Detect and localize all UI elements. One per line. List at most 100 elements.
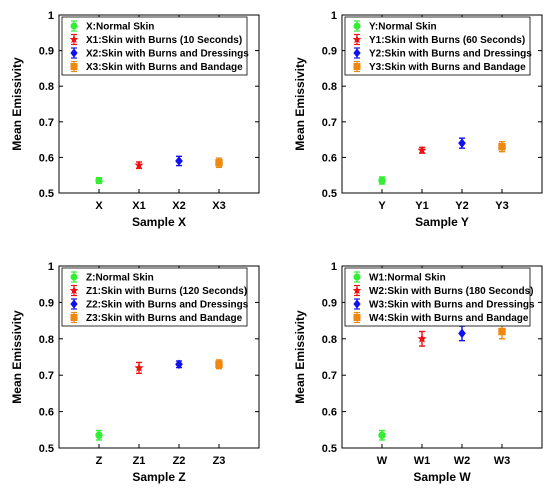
- y-tick-label: 0.5: [39, 188, 54, 200]
- star-marker: [134, 160, 144, 170]
- square-marker: [498, 327, 506, 336]
- x-axis-label: Sample W: [413, 470, 471, 484]
- y-tick-label: 0.5: [322, 443, 337, 455]
- legend-entry-label: W4:Skin with Burns and Bandage: [369, 313, 529, 324]
- legend-entry-label: W2:Skin with Burns (180 Seconds): [369, 286, 533, 297]
- circle-marker: [95, 431, 103, 439]
- data-point-y3: [498, 141, 506, 153]
- x-tick-label: Y1: [415, 200, 428, 212]
- y-tick-label: 0.7: [322, 370, 337, 382]
- y-tick-label: 0.8: [39, 334, 54, 346]
- legend-box: [61, 267, 248, 327]
- legend-entry-label: Y:Normal Skin: [369, 22, 437, 33]
- x-tick-label: Z: [96, 455, 103, 467]
- x-tick-label: Y2: [455, 200, 468, 212]
- legend: W1:Normal Skin W2:Skin with Burns (180 Se…: [344, 267, 535, 327]
- y-axis-label: Mean Emissivity: [10, 57, 24, 151]
- legend-square-marker: [70, 63, 78, 70]
- y-tick-label: 0.9: [322, 46, 337, 58]
- x-tick-label: Y: [378, 200, 386, 212]
- data-point-z1: [134, 361, 144, 375]
- chart-panel-y: 0.5 0.6 0.7 0.8 0.9 1 Y Y1 Y2 Y3 Sample Y Mean Emis…: [293, 10, 543, 229]
- x-axis-label: Sample Y: [415, 215, 469, 229]
- diamond-marker: [458, 138, 466, 148]
- y-tick-label: 0.7: [39, 117, 54, 129]
- legend-square-marker: [353, 314, 361, 321]
- square-marker: [215, 360, 223, 368]
- legend-entry-label: X1:Skin with Burns (10 Seconds): [86, 35, 242, 46]
- legend-square-marker: [353, 63, 361, 70]
- data-point-w1: [417, 330, 427, 347]
- y-tick-label: 0.9: [322, 297, 337, 309]
- y-tick-label: 1: [48, 10, 54, 22]
- data-point-x3: [215, 157, 223, 169]
- star-marker: [417, 145, 427, 155]
- x-tick-label: W2: [454, 455, 471, 467]
- diamond-marker: [175, 359, 183, 370]
- y-tick-label: 0.5: [322, 188, 337, 200]
- x-tick-label: W: [377, 455, 388, 467]
- legend-box: [61, 16, 248, 76]
- legend-circle-marker: [353, 273, 361, 281]
- y-tick-label: 0.5: [39, 443, 54, 455]
- y-tick-label: 0.6: [39, 152, 54, 164]
- y-tick-label: 0.6: [39, 407, 54, 419]
- data-point-w: [378, 429, 386, 441]
- y-tick-label: 0.6: [322, 152, 337, 164]
- legend: Y:Normal Skin Y1:Skin with Burns (60 Seco…: [344, 16, 532, 76]
- legend-entry-label: W1:Normal Skin: [369, 273, 446, 284]
- data-point-y2: [458, 137, 466, 149]
- data-point-y: [378, 176, 386, 185]
- y-tick-label: 0.9: [39, 297, 54, 309]
- legend: Z:Normal Skin Z1:Skin with Burns (120 Sec…: [61, 267, 249, 327]
- data-point-z3: [215, 359, 223, 370]
- y-axis-label: Mean Emissivity: [293, 310, 307, 404]
- diamond-marker: [458, 328, 466, 339]
- y-tick-label: 0.8: [39, 81, 54, 93]
- data-point-z2: [175, 359, 183, 370]
- legend-circle-marker: [70, 273, 78, 281]
- x-tick-label: W3: [494, 455, 511, 467]
- star-marker: [417, 334, 427, 343]
- circle-marker: [95, 176, 103, 185]
- y-tick-label: 0.6: [322, 407, 337, 419]
- chart-panel-x: 0.5 0.6 0.7 0.8 0.9 1 X X1 X2 X3 Sample X Mean Emis…: [10, 10, 260, 229]
- data-point-y1: [417, 145, 427, 155]
- legend-entry-label: X:Normal Skin: [86, 22, 154, 33]
- y-tick-label: 1: [48, 261, 54, 273]
- y-axis-label: Mean Emissivity: [10, 310, 24, 404]
- data-point-z: [95, 429, 103, 441]
- y-tick-label: 0.7: [39, 370, 54, 382]
- chart-panel-z: 0.5 0.6 0.7 0.8 0.9 1 Z Z1 Z2 Z3 Sample Z Mean Emis…: [10, 261, 260, 484]
- x-tick-label: X1: [132, 200, 145, 212]
- legend-circle-marker: [70, 22, 78, 30]
- x-axis-label: Sample Z: [132, 470, 185, 484]
- legend-entry-label: Y3:Skin with Burns and Bandage: [369, 62, 526, 73]
- legend-circle-marker: [353, 22, 361, 30]
- legend-box: [344, 16, 531, 76]
- x-axis-label: Sample X: [132, 215, 186, 229]
- y-axis-label: Mean Emissivity: [293, 57, 307, 151]
- legend-diamond-marker: [353, 48, 361, 58]
- data-point-x2: [175, 155, 183, 167]
- y-tick-label: 1: [331, 261, 337, 273]
- legend-entry-label: X2:Skin with Burns and Dressings: [86, 49, 249, 60]
- data-point-x: [95, 176, 103, 185]
- circle-marker: [378, 431, 386, 439]
- legend-entry-label: Z2:Skin with Burns and Dressings: [86, 300, 249, 311]
- diamond-marker: [175, 156, 183, 166]
- legend-diamond-marker: [70, 299, 78, 309]
- x-tick-label: Y3: [495, 200, 508, 212]
- x-tick-label: X: [95, 200, 103, 212]
- x-tick-label: Z3: [213, 455, 226, 467]
- data-point-x1: [134, 160, 144, 170]
- legend-entry-label: X3:Skin with Burns and Bandage: [86, 62, 243, 73]
- chart-panel-w: 0.5 0.6 0.7 0.8 0.9 1 W W1 W2 W3 Sample W Mean Emis…: [293, 261, 543, 484]
- legend-star-marker: [352, 34, 362, 44]
- x-tick-label: X3: [212, 200, 225, 212]
- legend-entry-label: W3:Skin with Burns and Dressings: [369, 300, 535, 311]
- y-tick-label: 0.8: [322, 81, 337, 93]
- x-tick-label: Z2: [173, 455, 186, 467]
- legend-entry-label: Z3:Skin with Burns and Bandage: [86, 313, 243, 324]
